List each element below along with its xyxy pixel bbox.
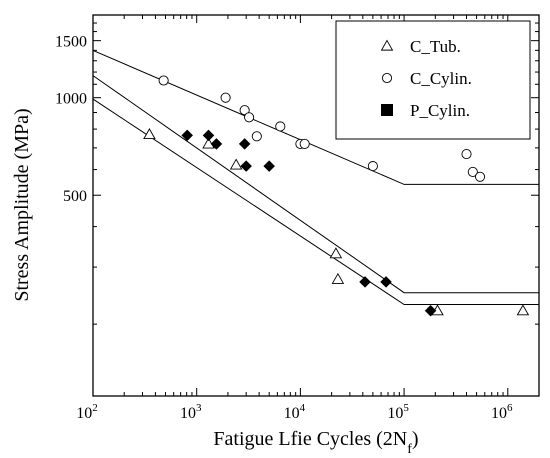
data-point-s3-9 [424,304,437,317]
legend-marker-2 [381,72,393,84]
y-tick-label: 1000 [55,91,87,108]
data-point-s1-3 [229,158,243,170]
plot-frame [92,14,540,397]
data-point-s3-3 [210,138,223,150]
legend-marker-1 [380,39,394,51]
data-point-s2-2 [220,92,231,103]
data-point-s2-11 [467,166,478,177]
data-point-s2-4 [244,112,255,123]
data-point-s3-1 [181,129,194,142]
data-point-s2-1 [158,75,169,86]
legend-marker-3 [381,104,393,116]
legend-label-2: C_Cylin. [410,69,472,88]
data-point-s3-7 [359,276,371,288]
data-point-s1-5 [331,272,345,284]
data-point-s3-5 [240,160,253,172]
legend-box [335,20,531,140]
data-point-s2-3 [239,105,250,116]
x-tick-label: 103 [180,402,202,422]
data-point-s1-7 [516,304,530,316]
data-point-s2-5 [251,131,262,142]
fit-line-1 [92,49,539,185]
x-tick-label: 102 [76,402,98,422]
y-axis-label: Stress Amplitude (MPa) [11,108,33,301]
data-point-s2-6 [275,121,286,132]
data-point-s1-4 [329,247,343,259]
data-points [143,75,530,317]
data-point-s1-1 [143,128,156,140]
fit-lines [92,49,539,305]
data-point-s2-9 [367,161,378,172]
fit-line-3 [92,98,539,305]
x-axis-label: Fatigue Lfie Cycles (2Nf) [213,428,418,457]
axis-ticks [92,14,540,396]
x-tick-label: 104 [284,402,306,422]
x-tick-label: 105 [387,402,409,422]
y-tick-label: 1500 [55,34,87,51]
data-point-s2-12 [474,171,486,182]
fit-line-2 [92,75,539,294]
axis-tick-labels: 102 103 104 105 106 500 1000 1500 [55,34,513,422]
legend-items: C_Tub. C_Cylin. P_Cylin. [380,37,472,120]
x-axis-label-subscript: f [407,442,412,457]
x-tick-label: 106 [491,402,513,422]
y-tick-label: 500 [63,188,87,205]
data-point-s3-6 [263,160,276,172]
data-point-s3-2 [202,129,215,142]
legend-label-3: P_Cylin. [410,101,470,120]
data-point-s1-2 [202,137,215,149]
data-point-s2-8 [299,138,310,149]
legend: C_Tub. C_Cylin. P_Cylin. [335,20,531,140]
data-point-s3-8 [380,276,392,288]
data-point-s3-4 [238,138,251,150]
data-point-s2-10 [461,148,472,160]
legend-label-1: C_Tub. [410,37,461,56]
